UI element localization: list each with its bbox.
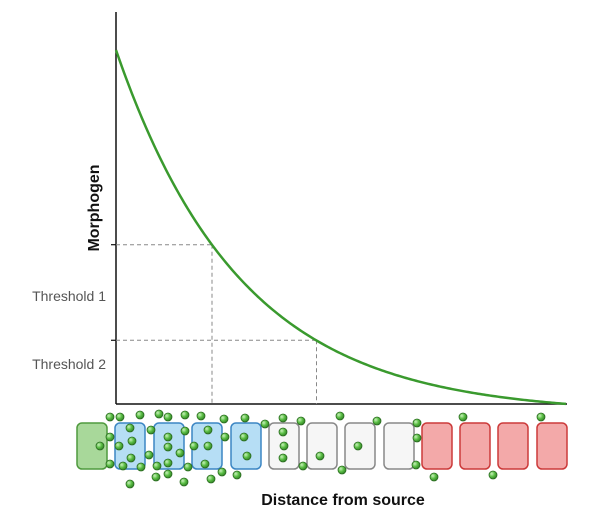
molecule bbox=[144, 450, 154, 460]
molecule bbox=[163, 412, 173, 422]
molecule bbox=[114, 441, 124, 451]
molecule bbox=[163, 432, 173, 442]
molecule bbox=[219, 414, 229, 424]
molecule bbox=[125, 479, 135, 489]
molecule bbox=[126, 453, 136, 463]
threshold-1-label: Threshold 1 bbox=[32, 288, 106, 304]
molecule bbox=[163, 442, 173, 452]
cell-red bbox=[536, 422, 568, 470]
cell-red bbox=[421, 422, 453, 470]
molecule bbox=[136, 462, 146, 472]
morphogen-molecules bbox=[95, 409, 546, 489]
x-axis-label: Distance from source bbox=[261, 492, 425, 509]
molecule bbox=[125, 423, 135, 433]
molecule bbox=[488, 470, 498, 480]
molecule bbox=[206, 474, 216, 484]
molecule bbox=[152, 461, 162, 471]
molecule bbox=[278, 427, 288, 437]
molecule bbox=[163, 458, 173, 468]
threshold-2-label: Threshold 2 bbox=[32, 356, 106, 372]
threshold-guides bbox=[111, 244, 317, 404]
molecule bbox=[412, 433, 422, 443]
morphogen-curve bbox=[114, 49, 567, 406]
molecule bbox=[180, 410, 190, 420]
molecule bbox=[411, 460, 421, 470]
molecule bbox=[118, 461, 128, 471]
molecule bbox=[154, 409, 164, 419]
molecule bbox=[279, 441, 289, 451]
molecule bbox=[315, 451, 325, 461]
molecule bbox=[239, 432, 249, 442]
molecule bbox=[105, 459, 115, 469]
molecule bbox=[260, 419, 270, 429]
molecule bbox=[127, 436, 137, 446]
molecule bbox=[151, 472, 161, 482]
molecule bbox=[536, 412, 546, 422]
cell-white bbox=[306, 422, 338, 470]
molecule bbox=[200, 459, 210, 469]
molecule bbox=[175, 448, 185, 458]
molecule bbox=[189, 441, 199, 451]
molecule bbox=[196, 411, 206, 421]
cell-red bbox=[459, 422, 491, 470]
molecule bbox=[278, 413, 288, 423]
molecule bbox=[412, 418, 422, 428]
cell-blue bbox=[230, 422, 262, 470]
molecule bbox=[240, 413, 250, 423]
molecule bbox=[298, 461, 308, 471]
molecule bbox=[232, 470, 242, 480]
molecule bbox=[105, 432, 115, 442]
molecule bbox=[335, 411, 345, 421]
molecule bbox=[458, 412, 468, 422]
molecule bbox=[429, 472, 439, 482]
molecule bbox=[203, 441, 213, 451]
molecule bbox=[220, 432, 230, 442]
molecule bbox=[242, 451, 252, 461]
molecule bbox=[217, 467, 227, 477]
molecule bbox=[203, 425, 213, 435]
cell-white bbox=[383, 422, 415, 470]
molecule bbox=[372, 416, 382, 426]
molecule bbox=[180, 426, 190, 436]
molecule bbox=[183, 462, 193, 472]
molecule bbox=[163, 469, 173, 479]
molecule bbox=[105, 412, 115, 422]
cell-source bbox=[76, 422, 108, 470]
molecule bbox=[115, 412, 125, 422]
y-axis-label: Morphogen bbox=[86, 164, 103, 251]
molecule bbox=[95, 441, 105, 451]
molecule bbox=[146, 425, 156, 435]
molecule bbox=[278, 453, 288, 463]
cell-red bbox=[497, 422, 529, 470]
molecule bbox=[337, 465, 347, 475]
molecule bbox=[353, 441, 363, 451]
molecule bbox=[296, 416, 306, 426]
molecule bbox=[179, 477, 189, 487]
molecule bbox=[135, 410, 145, 420]
cell-row bbox=[76, 422, 568, 470]
